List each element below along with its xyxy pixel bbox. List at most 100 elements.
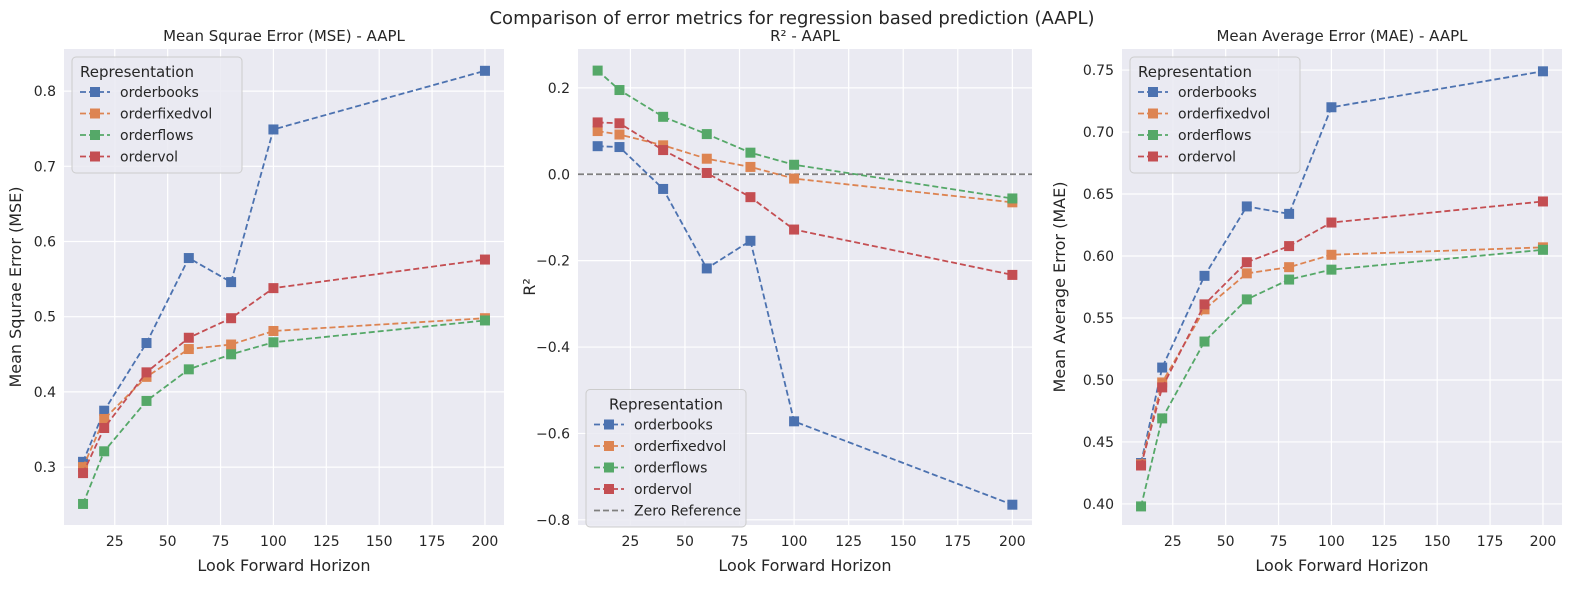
legend-marker	[1148, 130, 1158, 140]
x-tick-label: 25	[1164, 534, 1182, 550]
legend-marker	[604, 462, 614, 473]
data-point-orderflows	[1136, 501, 1147, 512]
legend: Representation orderbooks orderfixedvol ord…	[71, 56, 243, 174]
y-tick-label: 0.2	[548, 81, 570, 97]
y-tick-label: 0.50	[1083, 373, 1114, 389]
x-axis-label: Look Forward Horizon	[1255, 556, 1428, 575]
legend-marker	[1148, 151, 1158, 162]
data-point-orderbooks	[1007, 499, 1018, 510]
y-axis-label: Mean Squrae Error (MSE)	[6, 186, 25, 387]
chart-title: R² - AAPL	[770, 27, 840, 45]
data-point-orderflows	[226, 349, 237, 360]
mae-chart: 25 50 75 100 125 150 175 200 0.40 0.45 0.50 0.55 0.6…	[1050, 27, 1562, 575]
data-point-orderflows	[1326, 264, 1337, 275]
y-tick-label: 0.45	[1083, 435, 1114, 451]
y-tick-label: −0.8	[536, 513, 570, 529]
legend-box	[71, 56, 243, 174]
legend-marker	[604, 441, 614, 451]
legend-label: orderfixedvol	[1178, 107, 1270, 123]
mse-chart: 25 50 75 100 125 150 175 200 0.3 0.4 0.5 0.6 0.7 0.8 M…	[6, 27, 504, 575]
legend-label: orderfixedvol	[120, 107, 212, 123]
data-point-orderbooks	[1537, 66, 1548, 77]
x-tick-label: 75	[212, 534, 230, 550]
data-point-orderfixedvol	[78, 462, 89, 473]
x-tick-label: 175	[1477, 534, 1504, 550]
data-point-ordervol	[1136, 460, 1147, 471]
data-point-orderbooks	[614, 142, 625, 153]
data-point-orderbooks	[1199, 270, 1210, 281]
data-point-orderflows	[99, 446, 110, 457]
data-point-ordervol	[1284, 241, 1295, 252]
data-point-ordervol	[614, 118, 625, 129]
data-point-orderbooks	[1241, 201, 1252, 212]
data-point-orderbooks	[99, 405, 110, 416]
y-tick-label: 0.40	[1083, 497, 1114, 513]
data-point-orderbooks	[701, 263, 712, 274]
data-point-ordervol	[1157, 382, 1168, 393]
data-point-orderbooks	[1326, 102, 1337, 113]
data-point-orderbooks	[658, 183, 669, 194]
data-point-ordervol	[1199, 299, 1210, 310]
x-tick-label: 75	[731, 534, 749, 550]
legend-box	[1129, 56, 1301, 174]
data-point-orderflows	[78, 498, 89, 509]
x-tick-label: 25	[106, 534, 124, 550]
legend-marker	[604, 419, 614, 430]
legend-label: orderflows	[634, 461, 707, 477]
x-tick-label: 125	[1371, 534, 1398, 550]
data-point-orderflows	[701, 129, 712, 140]
data-point-ordervol	[1537, 196, 1548, 207]
y-tick-label: 0.55	[1083, 311, 1114, 327]
legend-marker	[1148, 108, 1158, 119]
y-tick-label: 0.65	[1083, 187, 1114, 203]
data-point-orderflows	[268, 337, 279, 348]
data-point-ordervol	[99, 422, 110, 433]
legend-marker	[90, 151, 100, 162]
legend-label: orderbooks	[120, 85, 199, 101]
legend-marker	[604, 484, 614, 494]
legend-marker	[90, 130, 100, 140]
legend-label: orderflows	[120, 128, 193, 144]
data-point-orderfixedvol	[268, 325, 279, 336]
data-point-ordervol	[183, 332, 194, 343]
data-point-orderbooks	[745, 235, 756, 246]
x-tick-label: 100	[1318, 534, 1345, 550]
r2-chart: 25 50 75 100 125 150 175 200 0.2 0.0 −0.2 −0.4 −0.6 −…	[520, 27, 1032, 575]
x-tick-label: 100	[781, 534, 808, 550]
data-point-orderflows	[1284, 274, 1295, 285]
data-point-ordervol	[1007, 269, 1018, 280]
y-axis-label: Mean Average Error (MAE)	[1050, 182, 1069, 393]
x-tick-label: 150	[366, 534, 393, 550]
data-point-orderflows	[141, 395, 152, 406]
data-point-orderflows	[183, 364, 194, 375]
y-tick-label: 0.3	[34, 460, 56, 476]
x-axis-label: Look Forward Horizon	[197, 556, 370, 575]
legend-title: Representation	[609, 396, 723, 414]
y-tick-label: 0.75	[1083, 63, 1114, 79]
y-tick-label: 0.5	[34, 310, 56, 326]
legend-box	[585, 389, 747, 528]
legend-label: orderbooks	[1178, 85, 1257, 101]
data-point-orderflows	[1157, 413, 1168, 424]
data-point-orderbooks	[1157, 362, 1168, 373]
x-tick-label: 150	[890, 534, 917, 550]
data-point-orderflows	[1537, 244, 1548, 255]
data-point-orderbooks	[789, 416, 800, 427]
x-tick-label: 50	[1217, 534, 1235, 550]
legend-label: ordervol	[120, 150, 178, 166]
data-point-orderfixedvol	[592, 126, 603, 137]
data-point-ordervol	[141, 367, 152, 378]
data-point-orderflows	[745, 147, 756, 158]
legend: Representation orderbooks orderfixedvol ord…	[1129, 56, 1301, 174]
data-point-orderflows	[789, 159, 800, 170]
y-tick-label: 0.0	[548, 167, 570, 183]
data-point-ordervol	[658, 145, 669, 156]
legend-label: ordervol	[634, 482, 692, 498]
legend-label: ordervol	[1178, 150, 1236, 166]
legend-label: Zero Reference	[634, 504, 741, 520]
legend-title: Representation	[80, 63, 194, 81]
data-point-orderfixedvol	[183, 344, 194, 355]
y-tick-label: 0.70	[1083, 125, 1114, 141]
x-tick-label: 200	[999, 534, 1026, 550]
data-point-orderbooks	[1284, 208, 1295, 219]
